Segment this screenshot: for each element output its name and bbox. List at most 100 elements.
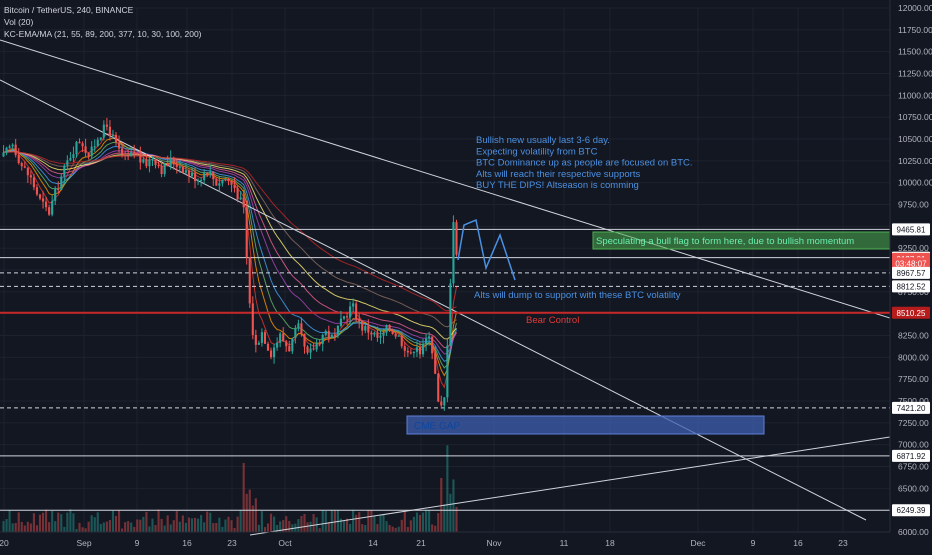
- volume-bar: [66, 512, 69, 532]
- candle-body: [227, 179, 230, 181]
- volume-bar: [218, 517, 221, 532]
- candle-body: [45, 201, 48, 208]
- volume-bar: [127, 521, 130, 532]
- volume-bar: [333, 509, 336, 532]
- volume-bar: [75, 528, 78, 532]
- price-label-box: [892, 280, 930, 293]
- volume-bar: [84, 528, 87, 532]
- volume-bar: [428, 510, 431, 532]
- volume-bar: [367, 509, 370, 532]
- volume-bar: [327, 522, 330, 532]
- candle-body: [431, 336, 434, 354]
- candle-body: [130, 152, 133, 157]
- y-tick-label: 8000.00: [898, 352, 929, 362]
- volume-bar: [364, 525, 367, 532]
- candle-body: [124, 154, 127, 156]
- volume-bar: [440, 478, 443, 532]
- candle-body: [291, 338, 294, 352]
- volume-bar: [230, 520, 233, 532]
- volume-bar: [160, 518, 163, 532]
- candle-body: [54, 188, 57, 201]
- volume-bar: [139, 519, 142, 532]
- candle-body: [449, 283, 452, 346]
- volume-bar: [23, 525, 26, 532]
- volume-bar: [32, 513, 35, 532]
- volume-bar: [352, 509, 355, 532]
- price-label-text: 8510.25: [897, 309, 926, 318]
- candle-body: [38, 194, 42, 199]
- volume-bar: [443, 504, 446, 532]
- note-line: Expecting volatility from BTC: [476, 146, 598, 157]
- candle-body: [358, 318, 361, 322]
- volume-bar: [339, 518, 343, 532]
- candle-body: [397, 335, 400, 337]
- volume-bar: [105, 521, 108, 532]
- downtrend-line-upper: [0, 39, 891, 319]
- candle-body: [342, 316, 346, 319]
- candle-body: [266, 343, 270, 351]
- y-tick-label: 9250.00: [898, 243, 929, 253]
- candle-body: [23, 166, 26, 168]
- candle-body: [66, 160, 69, 166]
- volume-bar: [285, 516, 288, 532]
- volume-bar: [330, 509, 333, 532]
- volume-bar: [279, 521, 282, 532]
- volume-bar: [342, 520, 346, 532]
- volume-bar: [321, 510, 324, 532]
- candle-body: [142, 159, 145, 163]
- volume-bar: [142, 516, 145, 532]
- volume-bar: [355, 514, 358, 532]
- volume-bar: [69, 509, 72, 532]
- candle-body: [178, 166, 181, 168]
- volume-bar: [391, 526, 394, 532]
- candle-body: [184, 170, 187, 173]
- price-label-box: [892, 401, 930, 414]
- volume-bar: [166, 515, 169, 532]
- volume-bar: [133, 526, 136, 532]
- candle-body: [421, 343, 425, 355]
- candle-body: [136, 153, 139, 155]
- x-tick-label: 9: [135, 538, 140, 548]
- volume-bar: [379, 515, 382, 532]
- candle-body: [230, 180, 233, 185]
- volume-bar: [276, 524, 279, 532]
- price-label-box: [892, 306, 930, 319]
- y-tick-label: 7250.00: [898, 418, 929, 428]
- candle-body: [367, 326, 370, 333]
- x-tick-label: 16: [182, 538, 192, 548]
- volume-bar: [251, 505, 254, 532]
- candle-body: [285, 341, 288, 347]
- candle-body: [260, 332, 263, 343]
- candle-body: [288, 346, 291, 352]
- volume-bar: [361, 524, 364, 532]
- y-tick-label: 10750.00: [898, 112, 932, 122]
- volume-bar: [434, 525, 437, 532]
- candle-body: [215, 179, 218, 186]
- volume-bar: [5, 518, 8, 532]
- candle-body: [385, 324, 388, 333]
- x-tick-label: Oct: [278, 538, 292, 548]
- candle-body: [309, 348, 312, 353]
- y-tick-label: 7500.00: [898, 396, 929, 406]
- volume-bar: [233, 528, 236, 532]
- candle-body: [133, 152, 136, 154]
- volume-bar: [175, 511, 178, 532]
- candle-body: [206, 172, 209, 175]
- candle-body: [339, 318, 343, 326]
- volume-bar: [154, 524, 157, 532]
- candle-body: [87, 152, 90, 157]
- price-label-box: [892, 223, 930, 236]
- volume-bar: [17, 512, 20, 532]
- y-tick-label: 10000.00: [898, 178, 932, 188]
- candle-body: [434, 353, 437, 374]
- candle-body: [321, 334, 324, 344]
- candle-body: [364, 326, 367, 331]
- volume-bar: [431, 524, 434, 532]
- volume-bar: [11, 523, 14, 532]
- price-label-text: 9465.81: [897, 225, 926, 234]
- candle-body: [57, 188, 60, 191]
- candle-body: [233, 184, 236, 189]
- volume-bar: [197, 518, 200, 532]
